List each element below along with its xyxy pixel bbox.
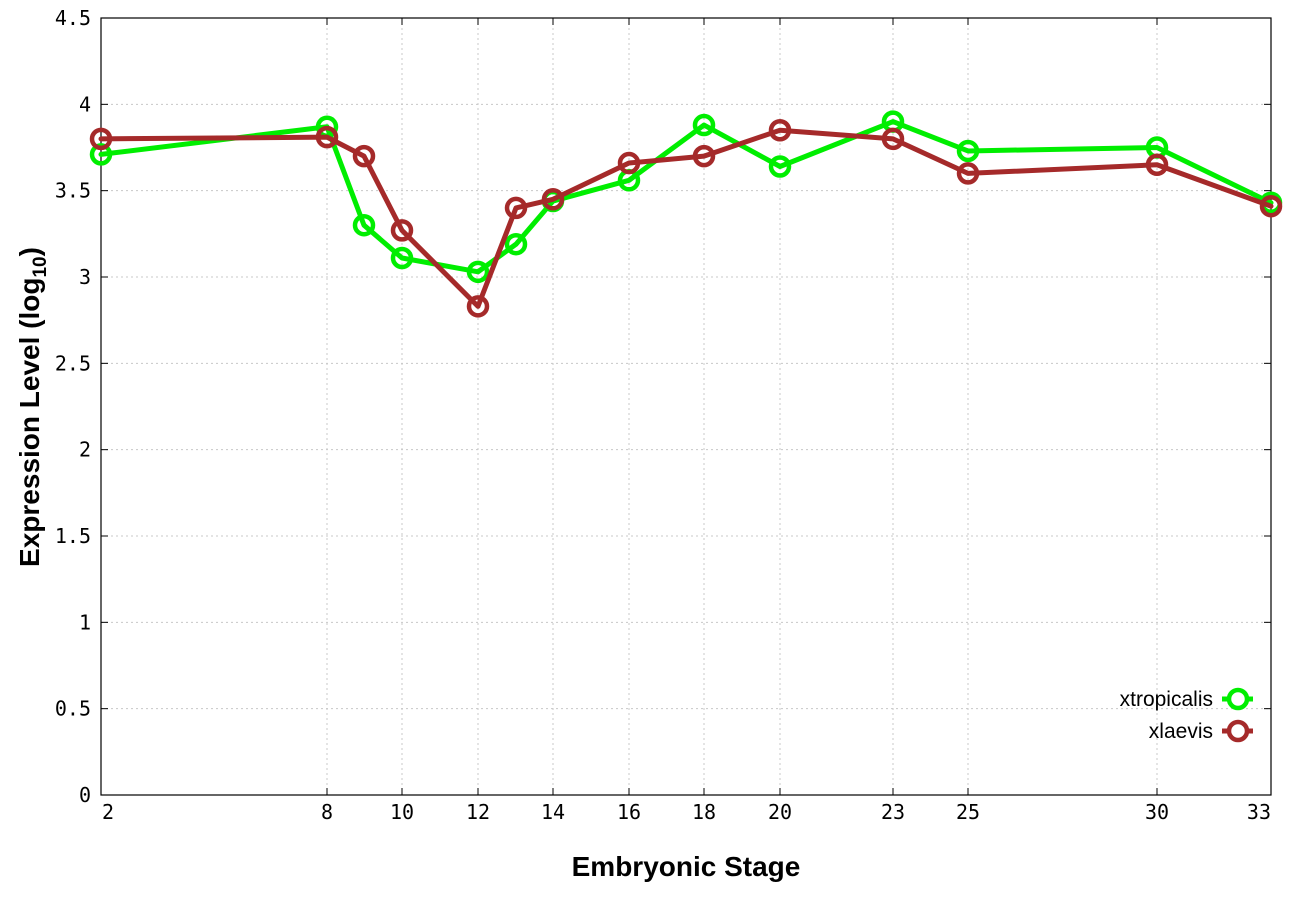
- x-tick-label: 2: [102, 800, 114, 824]
- legend-marker: [1226, 719, 1250, 743]
- legend: xtropicalis xlaevis: [1120, 687, 1253, 743]
- legend-label: xtropicalis: [1120, 688, 1213, 711]
- series-line: [98, 119, 1274, 275]
- x-axis-title: Embryonic Stage: [572, 851, 801, 882]
- y-tick-label: 1.5: [55, 524, 91, 548]
- plot-border: [100, 17, 1272, 796]
- data-point: [466, 295, 490, 318]
- grid-lines: [101, 18, 1271, 795]
- data-point: [956, 139, 980, 163]
- data-point: [466, 260, 490, 284]
- x-tick-label: 18: [692, 800, 716, 824]
- data-point: [504, 232, 528, 256]
- data-point: [315, 125, 339, 149]
- x-tick-label: 8: [321, 800, 333, 824]
- series-layer: [89, 110, 1283, 318]
- data-point: [352, 213, 376, 237]
- legend-label: xlaevis: [1149, 720, 1213, 743]
- data-point: [390, 246, 414, 270]
- y-tick-label: 1: [79, 610, 91, 634]
- y-tick-label: 0: [79, 783, 91, 807]
- x-tick-label: 16: [617, 800, 641, 824]
- legend-marker: [1226, 687, 1250, 711]
- y-tick-label: 4.5: [55, 6, 91, 30]
- axis-ticks: 0 0.5 1 1.5 2 2.5 3 3.5 4 4.5 2 8 10 12 14 16 18 20 23 25 30…: [55, 6, 1272, 824]
- y-tick-label: 2.5: [55, 351, 91, 375]
- data-point: [692, 144, 716, 168]
- x-tick-label: 23: [881, 800, 905, 824]
- data-point: [89, 127, 113, 151]
- y-axis-title-main: Expression Level (log: [14, 278, 45, 567]
- data-point: [1145, 153, 1169, 177]
- legend-item-xlaevis: xlaevis: [1149, 719, 1253, 743]
- data-point: [768, 118, 792, 142]
- x-tick-label: 33: [1247, 800, 1271, 824]
- y-tick-label: 4: [79, 92, 91, 116]
- data-point: [352, 144, 376, 168]
- x-tick-label: 12: [466, 800, 490, 824]
- y-tick-label: 0.5: [55, 697, 91, 721]
- x-tick-label: 10: [390, 800, 414, 824]
- series-xlaevis: [89, 118, 1283, 318]
- data-point: [617, 151, 641, 175]
- x-tick-label: 30: [1145, 800, 1169, 824]
- data-point: [768, 155, 792, 178]
- y-axis-title-close: ): [14, 247, 45, 256]
- x-tick-label: 20: [768, 800, 792, 824]
- y-tick-label: 3.5: [55, 179, 91, 203]
- data-point: [881, 127, 905, 151]
- y-axis-title-subscript: 10: [30, 256, 51, 277]
- data-point: [504, 196, 528, 220]
- x-tick-label: 25: [956, 800, 980, 824]
- y-tick-label: 3: [79, 265, 91, 289]
- y-tick-label: 2: [79, 438, 91, 462]
- data-point: [692, 113, 716, 137]
- data-point: [89, 143, 113, 166]
- data-point: [1259, 194, 1283, 218]
- y-axis-title: Expression Level (log10): [14, 247, 51, 567]
- data-point: [956, 162, 980, 185]
- data-point: [541, 188, 565, 211]
- series-line: [98, 127, 1274, 309]
- legend-item-xtropicalis: xtropicalis: [1120, 687, 1253, 711]
- series-xtropicalis: [89, 110, 1283, 284]
- x-tick-label: 14: [541, 800, 565, 824]
- data-point: [390, 219, 414, 242]
